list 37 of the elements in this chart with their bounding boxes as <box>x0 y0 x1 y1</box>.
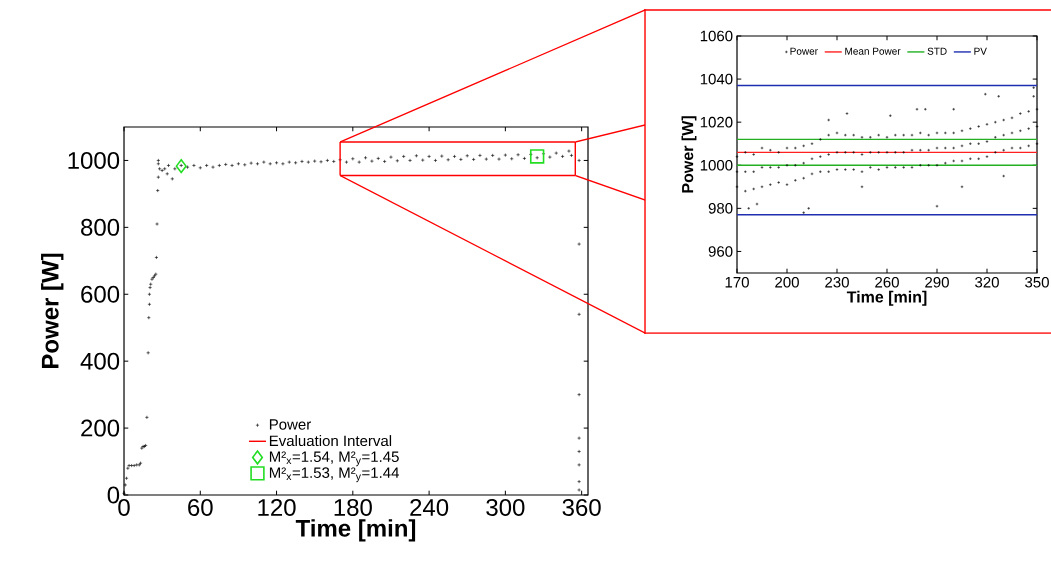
y-tick-label: 200 <box>81 419 120 437</box>
x-tick-label: 360 <box>562 498 601 516</box>
x-tick-label: 200 <box>775 276 799 288</box>
y-tick-label: 1020 <box>700 116 733 128</box>
legend-label: PV <box>974 47 987 55</box>
x-axis-title: Time [min] <box>846 290 927 306</box>
y-tick-label: 1000 <box>700 159 733 171</box>
x-tick-label: 290 <box>925 276 949 288</box>
legend-label: Power <box>269 419 311 430</box>
y-tick-label: 0 <box>107 486 120 504</box>
y-tick-label: 800 <box>81 218 120 236</box>
x-tick-label: 230 <box>825 276 849 288</box>
y-tick-label: 1040 <box>700 73 733 85</box>
y-tick-label: 1060 <box>700 30 733 42</box>
y-axis-title: Power [W] <box>41 253 64 369</box>
legend-label: M²$_{x}$=1.53, M²$_{y}$=1.44 <box>269 467 399 483</box>
x-tick-label: 260 <box>875 276 899 288</box>
x-tick-label: 300 <box>486 498 525 516</box>
y-tick-label: 980 <box>708 203 733 214</box>
legend-label: Evaluation Interval <box>269 435 392 447</box>
y-tick-label: 960 <box>708 246 733 257</box>
x-tick-label: 180 <box>334 498 372 516</box>
x-tick-label: 120 <box>258 498 296 516</box>
legend-label: Mean Power <box>845 47 901 55</box>
y-tick-label: 1000 <box>68 151 120 169</box>
y-tick-label: 600 <box>81 285 120 303</box>
legend-label: M²$_{x}$=1.54, M²$_{y}$=1.45 <box>269 451 399 467</box>
x-tick-label: 60 <box>188 498 213 516</box>
x-tick-label: 240 <box>410 498 449 516</box>
y-axis-title: Power [W] <box>681 116 697 193</box>
x-tick-label: 170 <box>725 276 749 288</box>
legend-label: STD <box>927 47 947 55</box>
y-tick-label: 400 <box>80 352 120 370</box>
x-axis-title: Time [min] <box>295 519 416 542</box>
legend-label: Power <box>790 47 818 55</box>
x-tick-label: 320 <box>975 276 999 288</box>
x-tick-label: 350 <box>1025 276 1049 288</box>
